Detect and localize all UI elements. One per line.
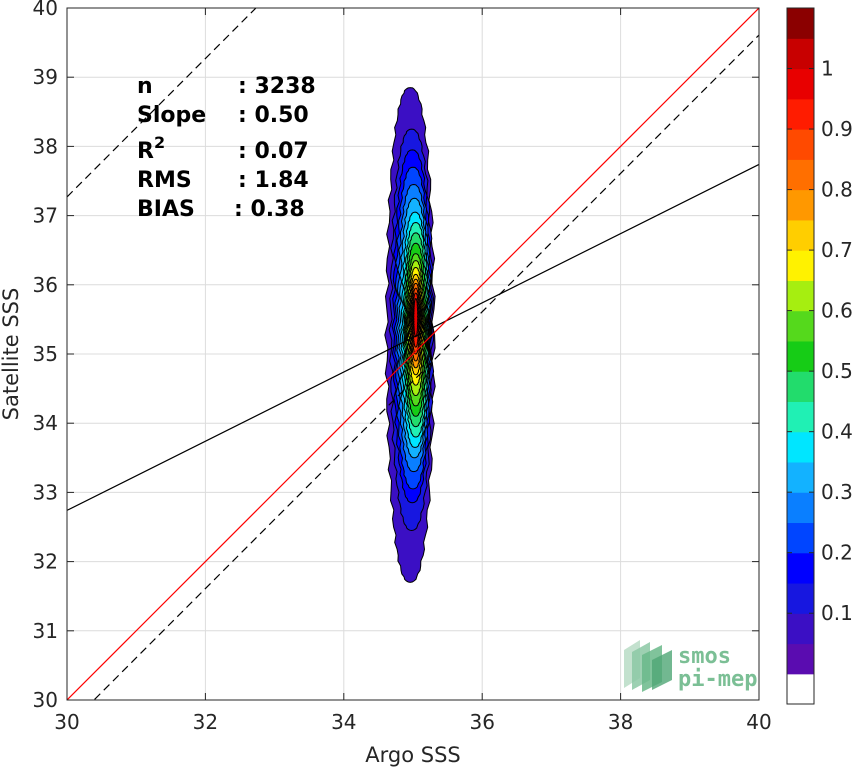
x-tick-labels: 30 32 34 36 38 40	[54, 710, 771, 734]
colorbar-tick-label-0.2: 0.2	[821, 541, 853, 565]
logo-text-line1: smos	[678, 644, 731, 669]
one-to-one-line	[67, 8, 759, 700]
y-tick-label-30: 30	[33, 688, 58, 712]
colorbar-segment-9	[787, 401, 814, 433]
y-tick-label-32: 32	[33, 550, 58, 574]
density-contour-0.95	[413, 298, 419, 338]
x-tick-label-38: 38	[608, 710, 633, 734]
colorbar-segment-17	[787, 159, 814, 191]
lower-bound-line	[93, 34, 759, 700]
stat-label-rms: RMS	[137, 168, 192, 193]
y-tick-labels: 30 31 32 33 34 35 36 37 38 39 40	[33, 0, 58, 712]
stat-label-bias: BIAS	[137, 197, 195, 222]
fit-lines	[67, 8, 759, 700]
colorbar-segment-19	[787, 98, 814, 130]
logo-text-line2: pi-mep	[678, 667, 757, 692]
stat-value-n: : 3238	[238, 74, 316, 99]
x-tick-label-40: 40	[746, 710, 771, 734]
y-tick-label-36: 36	[33, 273, 58, 297]
y-tick-label-35: 35	[33, 342, 58, 366]
y-tick-label-31: 31	[33, 619, 58, 643]
colorbar-tick-label-0.4: 0.4	[821, 420, 853, 444]
colorbar-segment-5	[787, 522, 814, 554]
x-axis-label: Argo SSS	[365, 743, 460, 767]
y-tick-label-37: 37	[33, 204, 58, 228]
colorbar-tick-label-0.8: 0.8	[821, 178, 853, 202]
y-tick-label-34: 34	[33, 411, 58, 435]
colorbar-segment-14	[787, 250, 814, 281]
regression-line	[67, 163, 759, 511]
smos-pimep-logo: smos pi-mep	[624, 640, 757, 692]
colorbar-segment-1	[787, 643, 814, 675]
colorbar-segment-11	[787, 340, 814, 372]
colorbar-segment-6	[787, 492, 814, 524]
y-tick-label-40: 40	[33, 0, 58, 20]
colorbar-segment-13	[787, 280, 814, 312]
colorbar: 0.1 0.2 0.3 0.4 0.5 0.6 0.7 0.8 0.9 1	[786, 7, 853, 705]
colorbar-segment-4	[787, 552, 814, 584]
colorbar-tick-label-0.9: 0.9	[821, 117, 853, 141]
colorbar-segment-12	[787, 310, 814, 342]
stat-superscript: 2	[154, 133, 165, 152]
stat-label-slope: Slope	[137, 103, 206, 128]
logo-mark	[624, 640, 672, 692]
stat-value-bias: : 0.38	[234, 197, 305, 222]
colorbar-tick-label-0.5: 0.5	[821, 359, 853, 383]
x-tick-label-36: 36	[469, 710, 494, 734]
stat-value-r: : 0.07	[238, 139, 309, 164]
colorbar-border	[786, 7, 815, 705]
colorbar-segment-10	[787, 371, 814, 402]
colorbar-segment-16	[787, 189, 814, 221]
colorbar-tick-label-0.1: 0.1	[821, 601, 853, 625]
y-tick-label-33: 33	[33, 480, 58, 504]
upper-bound-line	[67, 8, 257, 198]
colorbar-segment-22	[787, 8, 814, 39]
y-tick-label-38: 38	[33, 134, 58, 158]
axes-frame	[66, 7, 760, 701]
stat-value-rms: : 1.84	[238, 168, 309, 193]
colorbar-tick-label-0.7: 0.7	[821, 238, 853, 262]
colorbar-segment-0	[787, 673, 814, 705]
colorbar-segment-3	[787, 582, 814, 614]
y-axis-label: Satellite SSS	[0, 288, 23, 421]
stat-label-n: n	[137, 74, 153, 99]
colorbar-segment-15	[787, 219, 814, 251]
x-tick-label-34: 34	[331, 710, 356, 734]
x-tick-label-30: 30	[54, 710, 79, 734]
colorbar-segment-8	[787, 431, 814, 463]
y-tick-label-39: 39	[33, 65, 58, 89]
colorbar-tick-label-0.6: 0.6	[821, 299, 853, 323]
stat-value-slope: : 0.50	[238, 103, 309, 128]
x-tick-label-32: 32	[193, 710, 218, 734]
colorbar-tick-label-0.3: 0.3	[821, 480, 853, 504]
colorbar-segment-21	[787, 38, 814, 70]
density-contours	[384, 87, 436, 583]
colorbar-segment-7	[787, 461, 814, 493]
colorbar-segment-20	[787, 68, 814, 100]
colorbar-segment-2	[787, 613, 814, 645]
colorbar-tick-label-1: 1	[821, 57, 834, 81]
colorbar-segment-18	[787, 129, 814, 160]
